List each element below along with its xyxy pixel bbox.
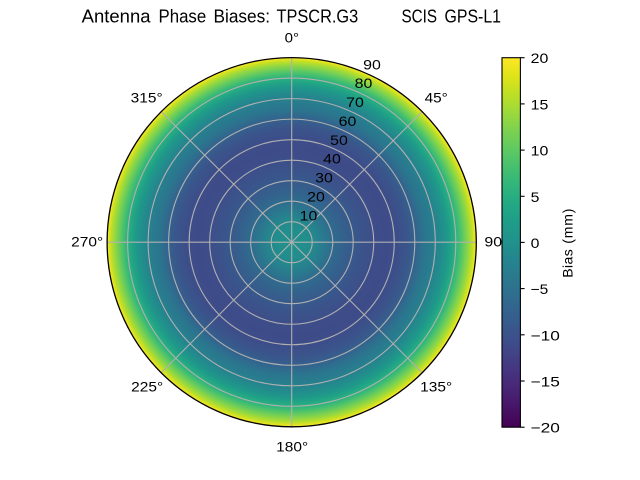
- svg-text:20: 20: [307, 188, 325, 204]
- svg-text:15: 15: [531, 96, 549, 112]
- svg-text:−20: −20: [531, 420, 561, 436]
- svg-text:Phase: Phase: [159, 6, 207, 27]
- svg-text:−10: −10: [531, 327, 561, 343]
- svg-text:50: 50: [330, 132, 348, 148]
- svg-text:Antenna: Antenna: [82, 6, 152, 27]
- svg-text:180°: 180°: [276, 438, 308, 454]
- svg-text:90: 90: [363, 56, 381, 72]
- svg-text:(mm): (mm): [560, 209, 576, 244]
- svg-text:225°: 225°: [131, 378, 163, 394]
- svg-text:−15: −15: [531, 374, 561, 390]
- svg-text:60: 60: [339, 113, 357, 129]
- svg-text:0: 0: [531, 235, 540, 251]
- svg-text:SCIS: SCIS: [402, 6, 438, 27]
- svg-text:TPSCR.G3: TPSCR.G3: [277, 6, 359, 27]
- svg-text:5: 5: [531, 189, 540, 205]
- svg-text:20: 20: [531, 50, 549, 66]
- svg-text:GPS-L1: GPS-L1: [445, 6, 502, 27]
- svg-text:70: 70: [346, 94, 364, 110]
- svg-text:40: 40: [323, 151, 341, 167]
- svg-text:315°: 315°: [131, 89, 163, 105]
- svg-text:270°: 270°: [71, 233, 103, 249]
- svg-text:90: 90: [484, 233, 502, 249]
- svg-text:80: 80: [355, 75, 373, 91]
- svg-text:10: 10: [300, 207, 318, 223]
- svg-text:Biases:: Biases:: [214, 6, 271, 27]
- svg-text:−5: −5: [531, 281, 549, 297]
- svg-text:Bias: Bias: [560, 249, 576, 278]
- svg-text:45°: 45°: [425, 89, 448, 105]
- svg-text:30: 30: [315, 170, 333, 186]
- svg-text:0°: 0°: [285, 29, 299, 45]
- svg-text:10: 10: [531, 143, 549, 159]
- svg-text:135°: 135°: [420, 378, 452, 394]
